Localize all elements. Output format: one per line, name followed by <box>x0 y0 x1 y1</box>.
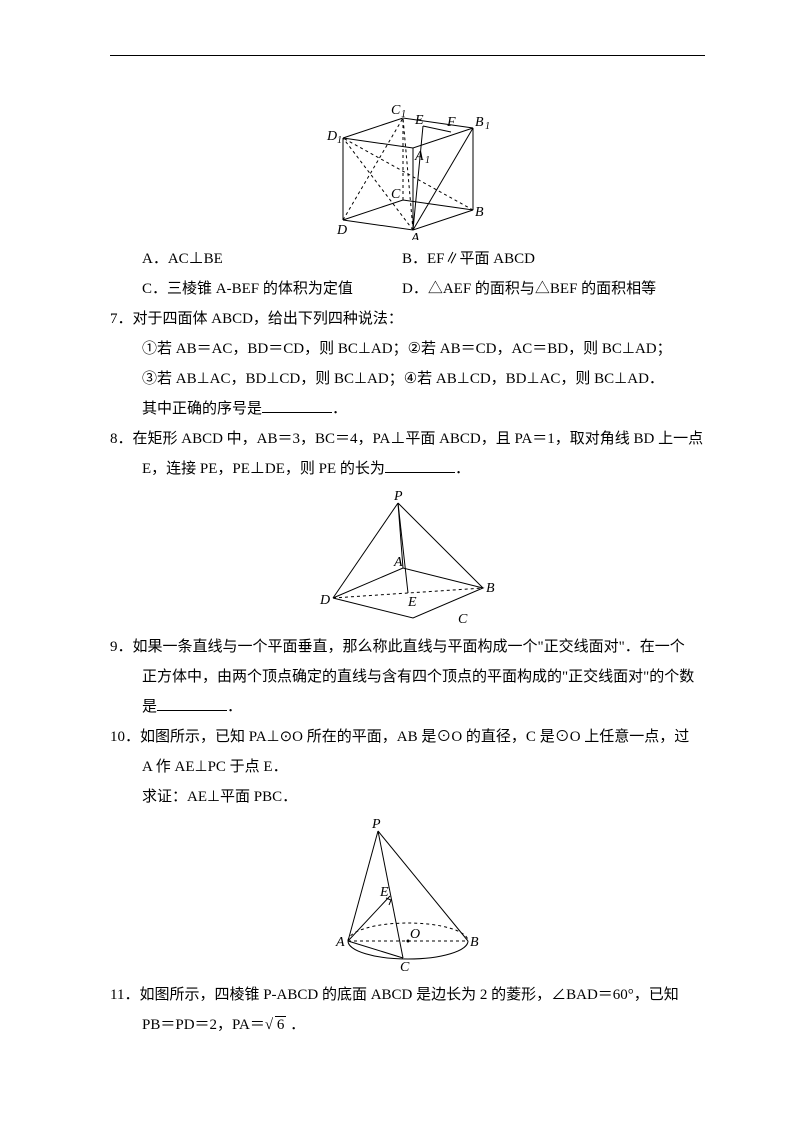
figure-cube: D A B C D1 A1 B1 C1 E F <box>110 90 705 240</box>
svg-text:D: D <box>326 129 337 144</box>
svg-text:P: P <box>393 489 403 504</box>
q10-line3: 求证：AE⊥平面 PBC． <box>110 782 705 812</box>
q7-stem: 7．对于四面体 ABCD，给出下列四种说法： <box>110 304 705 334</box>
q10-line2: A 作 AE⊥PC 于点 E． <box>110 752 705 782</box>
q8-line2: E，连接 PE，PE⊥DE，则 PE 的长为 ． <box>110 454 705 484</box>
svg-text:1: 1 <box>401 109 406 120</box>
q9-blank <box>157 696 227 711</box>
svg-text:B: B <box>475 205 484 220</box>
svg-text:A: A <box>414 149 424 164</box>
svg-text:A: A <box>335 935 345 950</box>
cone-svg: P A B C O E <box>318 816 498 976</box>
q6-optB: B．EF∥平面 ABCD <box>402 244 705 274</box>
svg-text:1: 1 <box>425 155 430 166</box>
q6-optA: A．AC⊥BE <box>142 244 402 274</box>
q11-line1: 11．如图所示，四棱锥 P-ABCD 的底面 ABCD 是边长为 2 的菱形，∠… <box>110 980 705 1010</box>
svg-text:C: C <box>458 612 468 627</box>
q6-optD: D．△AEF 的面积与△BEF 的面积相等 <box>402 274 705 304</box>
q10-line1: 10．如图所示，已知 PA⊥⊙O 所在的平面，AB 是⊙O 的直径，C 是⊙O … <box>110 722 705 752</box>
svg-text:D: D <box>319 593 330 608</box>
svg-text:C: C <box>400 960 410 975</box>
q8-line1: 8．在矩形 ABCD 中，AB＝3，BC＝4，PA⊥平面 ABCD，且 PA＝1… <box>110 424 705 454</box>
q6-options-row1: A．AC⊥BE B．EF∥平面 ABCD <box>110 244 705 274</box>
sqrt-expr: 6 <box>265 1010 287 1040</box>
q6-options-row2: C．三棱锥 A-BEF 的体积为定值 D．△AEF 的面积与△BEF 的面积相等 <box>110 274 705 304</box>
q6-optC: C．三棱锥 A-BEF 的体积为定值 <box>142 274 402 304</box>
q9-line1: 9．如果一条直线与一个平面垂直，那么称此直线与平面构成一个"正交线面对"．在一个 <box>110 632 705 662</box>
svg-text:E: E <box>414 113 424 128</box>
q11-line2-wrap: PB＝PD＝2，PA＝ 6 ． <box>110 1010 705 1040</box>
svg-text:E: E <box>379 885 389 900</box>
svg-text:C: C <box>391 103 401 118</box>
q9-line3: 是 <box>142 699 157 715</box>
svg-text:C: C <box>391 187 401 202</box>
content-area: D A B C D1 A1 B1 C1 E F A．AC⊥BE B．EF∥平面 … <box>110 90 705 1040</box>
page: D A B C D1 A1 B1 C1 E F A．AC⊥BE B．EF∥平面 … <box>0 0 800 1132</box>
cube-svg: D A B C D1 A1 B1 C1 E F <box>313 90 503 240</box>
q7-tail: 其中正确的序号是 <box>142 401 262 417</box>
svg-text:B: B <box>486 581 495 596</box>
q8-line2b: ． <box>455 461 470 477</box>
svg-text:A: A <box>410 231 420 240</box>
svg-text:A: A <box>393 555 403 570</box>
q9-line3-wrap: 是． <box>110 692 705 722</box>
svg-text:1: 1 <box>485 121 490 132</box>
q11-line2a: PB＝PD＝2，PA＝ <box>142 1017 265 1033</box>
figure-rhombus: A B C D E P <box>110 488 705 628</box>
svg-text:P: P <box>371 817 381 832</box>
q7-tail-line: 其中正确的序号是． <box>110 394 705 424</box>
svg-text:B: B <box>475 115 484 130</box>
rhombus-svg: A B C D E P <box>308 488 508 628</box>
q11-line2b: ． <box>286 1017 305 1033</box>
q7-s2: ③若 AB⊥AC，BD⊥CD，则 BC⊥AD；④若 AB⊥CD，BD⊥AC，则 … <box>110 364 705 394</box>
svg-text:E: E <box>407 595 417 610</box>
q8-line2a: E，连接 PE，PE⊥DE，则 PE 的长为 <box>142 461 385 477</box>
q9-line2: 正方体中，由两个顶点确定的直线与含有四个顶点的平面构成的"正交线面对"的个数 <box>110 662 705 692</box>
svg-text:1: 1 <box>337 135 342 146</box>
figure-cone: P A B C O E <box>110 816 705 976</box>
q7-blank <box>262 398 332 413</box>
svg-text:O: O <box>410 927 420 942</box>
svg-text:B: B <box>470 935 479 950</box>
sqrt-radicand: 6 <box>275 1016 287 1033</box>
q8-blank <box>385 458 455 473</box>
q9-line3b: ． <box>227 699 242 715</box>
svg-text:D: D <box>336 223 347 238</box>
header-rule <box>110 55 705 56</box>
q7-s1: ①若 AB＝AC，BD＝CD，则 BC⊥AD；②若 AB＝CD，AC＝BD，则 … <box>110 334 705 364</box>
svg-text:F: F <box>446 115 456 130</box>
